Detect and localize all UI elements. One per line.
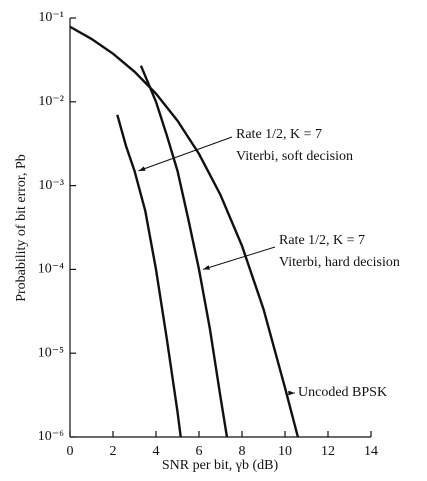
x-tick-label: 4	[153, 444, 160, 459]
arrow	[202, 246, 276, 270]
arrow-head	[138, 166, 146, 171]
arrow-head	[203, 265, 210, 270]
y-tick-label: 10⁻⁴	[38, 262, 64, 277]
x-tick-label: 8	[239, 444, 246, 459]
y-tick-label: 10⁻²	[38, 94, 64, 109]
y-tick-label: 10⁻¹	[38, 10, 64, 25]
y-tick-label: 10⁻³	[38, 178, 64, 193]
x-tick-label: 14	[364, 444, 378, 459]
annotation: Viterbi, hard decision	[279, 255, 400, 270]
line	[69, 25, 300, 438]
arrow	[138, 136, 233, 172]
annotation: Rate 1/2, K = 7	[279, 233, 365, 248]
line	[116, 114, 182, 438]
x-tick-label: 0	[67, 444, 74, 459]
annotation: Rate 1/2, K = 7	[236, 127, 322, 142]
line	[139, 65, 229, 438]
y-axis-label: Probability of bit error, Pb	[14, 154, 29, 302]
annotation: Uncoded BPSK	[298, 385, 387, 400]
annotation: Viterbi, soft decision	[236, 149, 353, 164]
x-tick-label: 2	[110, 444, 117, 459]
x-tick-label: 12	[321, 444, 335, 459]
arrow-head	[288, 390, 295, 396]
y-tick-label: 10⁻⁶	[38, 429, 64, 444]
x-axis-label: SNR per bit, γb (dB)	[162, 458, 279, 473]
x-tick-label: 10	[278, 444, 292, 459]
x-tick-label: 6	[196, 444, 203, 459]
y-tick-label: 10⁻⁵	[38, 345, 64, 360]
